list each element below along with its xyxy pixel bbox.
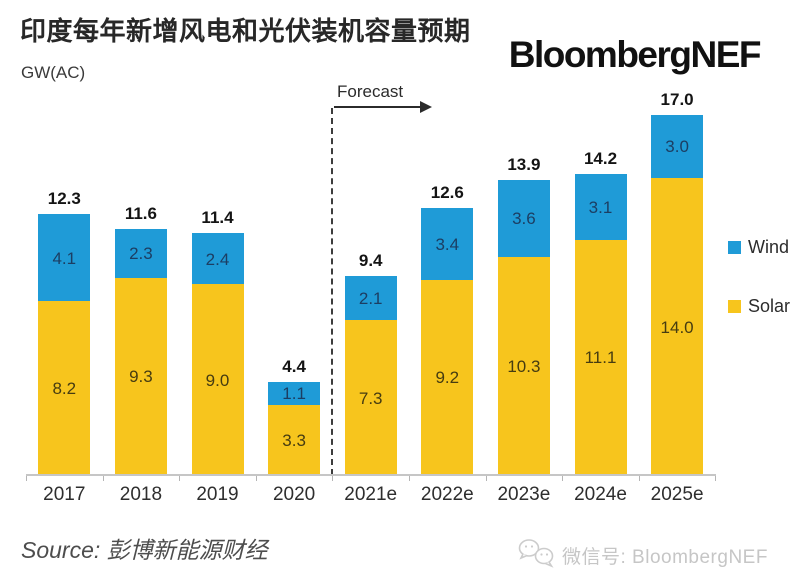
bar-total-2020: 4.4 — [282, 356, 306, 376]
bar-total-2019: 11.4 — [201, 208, 234, 228]
x-axis-label-2017: 2017 — [43, 484, 86, 505]
bar-total-2018: 11.6 — [124, 204, 157, 224]
x-axis-label-2023e: 2023e — [497, 484, 551, 505]
x-axis-tick — [255, 474, 257, 481]
x-axis-label-2020: 2020 — [272, 484, 316, 505]
x-axis-label-2019: 2019 — [196, 484, 239, 505]
bar-2024e-wind — [574, 173, 627, 240]
x-axis-tick — [26, 474, 27, 481]
x-axis-line — [26, 474, 716, 476]
wechat-watermark: 微信号: BloombergNEF — [518, 537, 768, 574]
solar-swatch-icon — [728, 299, 741, 313]
bar-value-2023e-solar: 10.3 — [507, 356, 541, 376]
bar-value-2017-solar: 8.2 — [52, 379, 77, 399]
bar-2022e-wind — [421, 207, 474, 280]
bar-2018-solar — [114, 277, 167, 475]
bar-2017-solar — [38, 301, 91, 475]
x-axis-label-2018: 2018 — [119, 484, 163, 505]
wechat-id-text: 微信号: BloombergNEF — [562, 547, 768, 568]
x-axis-label-2021e: 2021e — [344, 484, 398, 505]
bar-value-2019-solar: 9.0 — [205, 370, 230, 390]
bar-value-2025e-wind: 3.0 — [665, 137, 689, 157]
bar-2021e-wind — [344, 275, 397, 321]
bar-2019-solar — [191, 284, 244, 475]
bar-2018-wind — [114, 229, 167, 278]
x-axis-tick — [562, 474, 564, 481]
x-axis-tick — [715, 474, 717, 481]
bar-value-2018-wind: 2.3 — [129, 244, 153, 264]
bar-2022e-solar — [421, 279, 474, 475]
bar-value-2022e-wind: 3.4 — [435, 234, 460, 254]
bar-value-2020-wind: 1.1 — [282, 384, 306, 404]
bar-value-2021e-wind: 2.1 — [358, 288, 383, 308]
wind-swatch-icon — [728, 240, 741, 254]
bar-value-2024e-solar: 11.1 — [584, 348, 617, 368]
bar-2025e-wind — [651, 114, 704, 179]
legend-item-solar: Solar — [728, 297, 790, 315]
bar-value-2018-solar: 9.3 — [129, 367, 153, 387]
bar-total-2017: 12.3 — [47, 189, 81, 209]
x-axis-tick — [102, 474, 104, 481]
legend-label-wind: Wind — [748, 237, 790, 257]
legend-item-wind: Wind — [728, 238, 789, 256]
bar-total-2023e: 13.9 — [507, 155, 541, 175]
bar-2024e-solar — [574, 239, 627, 475]
x-axis-tick — [332, 474, 334, 481]
legend-label-solar: Solar — [748, 296, 791, 316]
x-axis-label-2022e: 2022e — [420, 484, 474, 505]
bar-2017-wind — [38, 214, 91, 302]
forecast-divider-line — [331, 108, 333, 475]
x-axis-tick — [638, 474, 640, 481]
bar-value-2021e-solar: 7.3 — [358, 388, 383, 408]
bar-value-2025e-solar: 14.0 — [660, 317, 694, 337]
brand-logo: BloombergNEF — [508, 34, 762, 75]
bar-total-2024e: 14.2 — [583, 148, 618, 168]
bar-value-2019-wind: 2.4 — [205, 249, 230, 269]
bar-value-2022e-solar: 9.2 — [435, 368, 460, 388]
bar-2021e-solar — [344, 320, 397, 475]
x-axis-tick — [485, 474, 487, 481]
x-axis-tick — [179, 474, 181, 481]
bar-2019-wind — [191, 233, 244, 285]
bar-total-2025e: 17.0 — [660, 89, 694, 109]
forecast-label: Forecast — [337, 82, 404, 101]
bar-total-2021e: 9.4 — [358, 250, 383, 270]
y-axis-unit-label: GW(AC) — [21, 63, 86, 82]
x-axis-label-2024e: 2024e — [574, 484, 627, 505]
bar-value-2024e-wind: 3.1 — [588, 197, 613, 217]
bar-2025e-solar — [651, 178, 704, 475]
x-axis-label-2025e: 2025e — [650, 484, 704, 505]
forecast-arrow-head-icon — [420, 101, 432, 113]
bar-2023e-solar — [497, 256, 550, 475]
source-note: Source: 彭博新能源财经 — [21, 537, 268, 563]
bar-2020-wind — [268, 381, 321, 406]
bar-total-2022e: 12.6 — [430, 182, 464, 202]
bar-2020-solar — [268, 405, 321, 475]
wechat-icon — [518, 537, 556, 574]
bar-2023e-wind — [497, 180, 550, 257]
bar-value-2017-wind: 4.1 — [52, 248, 77, 268]
chart-title: 印度每年新增风电和光伏装机容量预期 — [20, 16, 471, 46]
bar-value-2020-solar: 3.3 — [282, 431, 306, 451]
bar-value-2023e-wind: 3.6 — [512, 209, 536, 229]
x-axis-tick — [409, 474, 410, 481]
forecast-arrow — [334, 106, 422, 108]
